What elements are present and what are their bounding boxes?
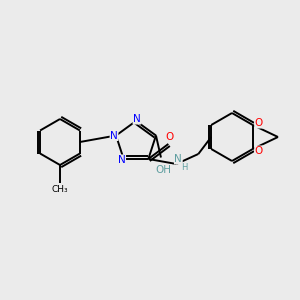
Text: H: H — [181, 164, 188, 172]
Text: N: N — [118, 155, 125, 165]
Text: O: O — [255, 146, 263, 156]
Text: CH₃: CH₃ — [52, 184, 68, 194]
Text: OH: OH — [155, 164, 171, 175]
Text: N: N — [110, 130, 118, 140]
Text: O: O — [165, 132, 173, 142]
Text: N: N — [133, 114, 141, 124]
Text: O: O — [255, 118, 263, 128]
Text: N: N — [175, 154, 182, 164]
